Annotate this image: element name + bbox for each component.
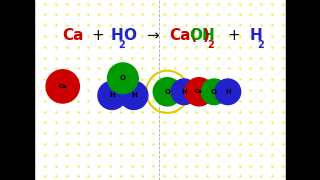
Bar — [286, 0, 320, 180]
Text: H: H — [109, 92, 115, 98]
Text: →: → — [146, 28, 159, 44]
Text: H: H — [181, 89, 187, 95]
Text: +: + — [228, 28, 241, 44]
Text: H: H — [131, 92, 137, 98]
Circle shape — [185, 78, 213, 106]
Text: Ca(: Ca( — [170, 28, 198, 44]
Circle shape — [46, 70, 79, 103]
Text: 2: 2 — [207, 40, 214, 50]
Circle shape — [108, 63, 138, 94]
Text: H: H — [225, 89, 231, 95]
Text: O: O — [123, 28, 136, 44]
Text: H: H — [250, 28, 262, 44]
Bar — [0, 0, 34, 180]
Text: OH: OH — [189, 28, 215, 44]
Text: O: O — [120, 75, 126, 81]
Circle shape — [171, 79, 197, 105]
Text: Ca: Ca — [62, 28, 84, 44]
Circle shape — [201, 79, 227, 105]
Text: ): ) — [203, 28, 210, 44]
Circle shape — [98, 81, 126, 109]
Circle shape — [215, 79, 241, 105]
Text: O: O — [164, 89, 170, 95]
Text: H: H — [110, 28, 123, 44]
Text: +: + — [91, 28, 104, 44]
Circle shape — [153, 78, 181, 106]
Circle shape — [120, 81, 148, 109]
Text: O: O — [211, 89, 217, 95]
Text: Ca: Ca — [195, 89, 203, 94]
Text: Ca: Ca — [59, 84, 67, 89]
Text: 2: 2 — [257, 40, 264, 50]
Text: 2: 2 — [118, 40, 124, 50]
